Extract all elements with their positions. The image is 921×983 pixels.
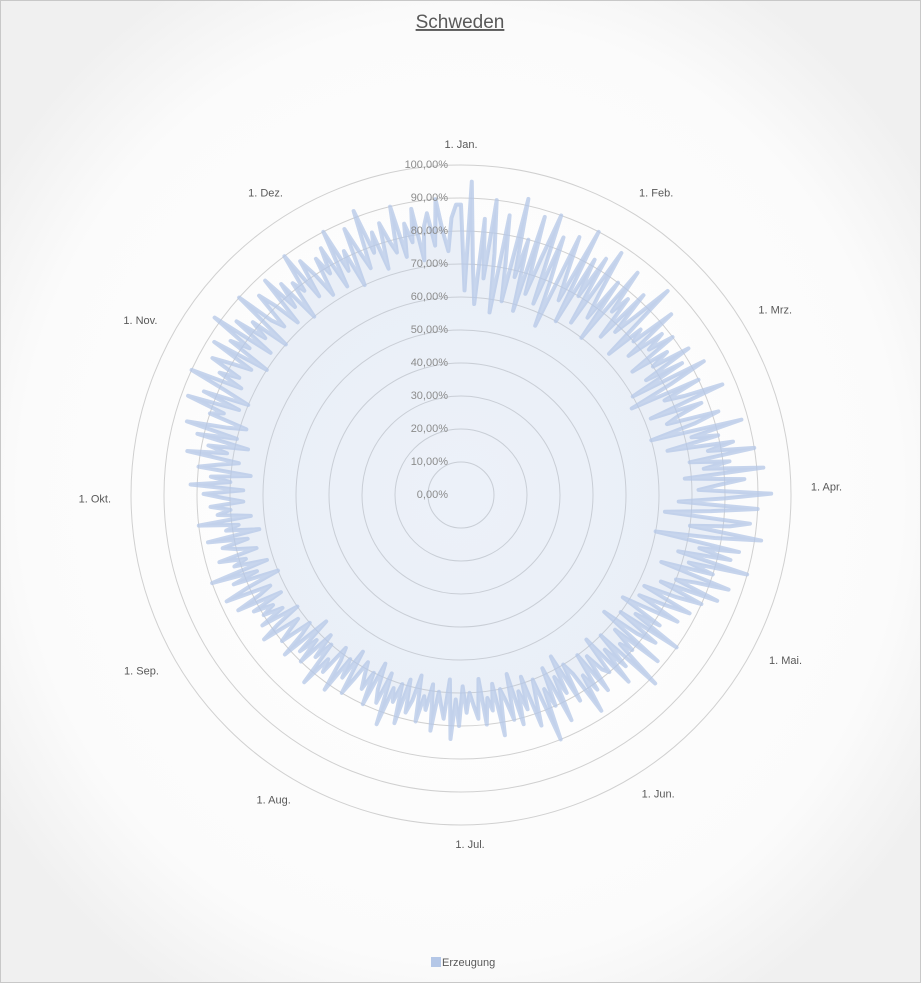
category-label: 1. Mai. [769,655,802,667]
y-tick-label: 90,00% [411,192,449,204]
grid-ring [427,461,495,529]
grid-ring [361,395,561,595]
category-label: 1. Feb. [639,188,673,200]
category-label: 1. Aug. [257,795,291,807]
y-tick-label: 50,00% [411,324,449,336]
y-tick-label: 80,00% [411,225,449,237]
category-label: 1. Mrz. [758,304,792,316]
category-label: 1. Jan. [444,139,477,151]
legend-label: Erzeugung [442,957,495,969]
y-tick-label: 60,00% [411,291,449,303]
y-tick-label: 70,00% [411,258,449,270]
category-label: 1. Dez. [248,188,283,200]
radar-area [184,179,774,742]
chart-title: Schweden [416,12,505,33]
legend-swatch [431,957,441,967]
category-label: 1. Jul. [455,839,484,851]
category-label: 1. Sep. [124,666,159,678]
grid-ring [394,428,528,562]
y-tick-label: 30,00% [411,390,449,402]
category-label: 1. Jun. [642,789,675,801]
y-tick-label: 40,00% [411,357,449,369]
category-label: 1. Apr. [811,481,842,493]
y-tick-label: 100,00% [405,159,449,171]
grid-ring [130,164,792,826]
category-label: 1. Okt. [79,493,111,505]
category-label: 1. Nov. [123,315,157,327]
y-tick-label: 20,00% [411,423,449,435]
grid-ring [295,329,627,661]
y-tick-label: 10,00% [411,456,449,468]
grid-ring [328,362,594,628]
y-tick-label: 0,00% [417,489,448,501]
